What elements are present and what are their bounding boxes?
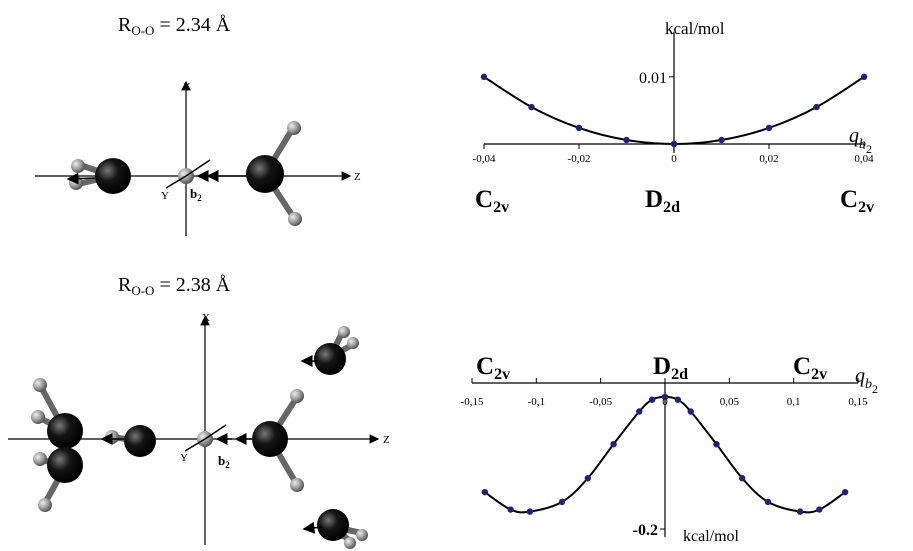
hydrogen-atom xyxy=(71,159,85,173)
oxygen-atom xyxy=(252,421,288,457)
data-point xyxy=(718,136,725,144)
symmetry-label-right: C2v xyxy=(840,186,874,216)
oxygen-atom xyxy=(317,509,349,541)
oxygen-atom xyxy=(47,447,83,483)
z-axis-label: Z xyxy=(383,434,390,446)
x-tick-label: -0,04 xyxy=(473,153,496,165)
z-axis-label: Z xyxy=(354,171,361,183)
data-point xyxy=(575,124,583,132)
x-axis-label: X xyxy=(183,81,191,93)
mode-label: b2 xyxy=(190,186,202,203)
symmetry-label-left: C2v xyxy=(475,186,509,216)
data-point xyxy=(841,488,849,496)
symmetry-label-right: C2v xyxy=(793,353,827,383)
oxygen-atom xyxy=(314,343,346,375)
x-tick-label: 0,15 xyxy=(848,396,868,408)
x-tick-label: -0,15 xyxy=(461,396,484,408)
hydrogen-atom xyxy=(288,212,302,226)
x-tick-label: 0,02 xyxy=(759,153,778,165)
data-point xyxy=(813,103,820,111)
oxygen-atom xyxy=(47,413,83,449)
data-point xyxy=(687,408,694,415)
symmetry-label-left: C2v xyxy=(476,353,510,383)
x-tick-label: -0,05 xyxy=(589,396,612,408)
x-tick-label: -0,02 xyxy=(568,153,591,165)
data-point xyxy=(860,73,868,81)
data-point xyxy=(526,508,534,515)
top-energy-chart: -0,04 -0,02 0 0,02 0,04 0.01 kcal/mol qb2 C2… xyxy=(473,19,875,216)
data-point xyxy=(584,475,591,482)
x-tick-label: -0,1 xyxy=(528,396,545,408)
y-tick-label: 0.01 xyxy=(639,70,667,87)
x-tick-label: 0,1 xyxy=(787,396,801,408)
data-point xyxy=(558,498,566,506)
data-point xyxy=(648,396,656,403)
top-molecule-diagram: X Z Y b2 xyxy=(35,80,361,236)
y-axis-label: kcal/mol xyxy=(683,528,740,545)
data-point xyxy=(670,140,678,148)
data-point xyxy=(636,408,643,415)
oxygen-atom xyxy=(95,158,131,194)
y-axis-label: kcal/mol xyxy=(665,19,725,38)
data-point xyxy=(674,396,682,403)
data-point xyxy=(661,393,669,401)
symmetry-label-center: D2d xyxy=(653,353,688,383)
data-point xyxy=(481,488,489,496)
y-tick-label: -0.2 xyxy=(633,522,658,539)
data-point xyxy=(507,506,514,513)
data-point xyxy=(528,103,535,111)
x-axis-label: qb2 xyxy=(855,365,878,396)
data-point xyxy=(764,498,772,506)
data-point xyxy=(765,124,773,132)
x-axis-label: X xyxy=(202,312,210,324)
data-point xyxy=(713,440,720,448)
y-axis-label: Y xyxy=(180,452,188,464)
oxygen-atom xyxy=(124,425,156,457)
hydrogen-atom xyxy=(287,121,301,135)
data-point xyxy=(796,508,804,515)
x-tick-label: 0 xyxy=(671,153,677,165)
x-tick-label: 0,05 xyxy=(720,396,740,408)
data-point xyxy=(610,440,617,448)
x-axis-label: qb2 xyxy=(849,125,872,156)
data-point xyxy=(623,136,630,144)
y-axis-label: Y xyxy=(161,190,169,202)
mode-label: b2 xyxy=(218,453,230,470)
oxygen-atom xyxy=(246,155,284,193)
top-r-oo-label: RO-O = 2.34 Å xyxy=(118,14,231,38)
bottom-molecule-diagram: X Z Y b2 xyxy=(8,312,390,549)
symmetry-label-center: D2d xyxy=(645,186,680,216)
data-point xyxy=(480,73,488,81)
x-tick-label: 0,04 xyxy=(854,153,874,165)
data-point xyxy=(739,475,746,482)
x-tick-label: 0 xyxy=(662,396,668,408)
bottom-r-oo-label: RO-O = 2.38 Å xyxy=(118,274,231,298)
data-point xyxy=(816,506,823,513)
bottom-energy-chart: -0,15 -0,1 -0,05 0 0,05 0,1 0,15 -0.2 C2v D2d … xyxy=(461,353,878,545)
